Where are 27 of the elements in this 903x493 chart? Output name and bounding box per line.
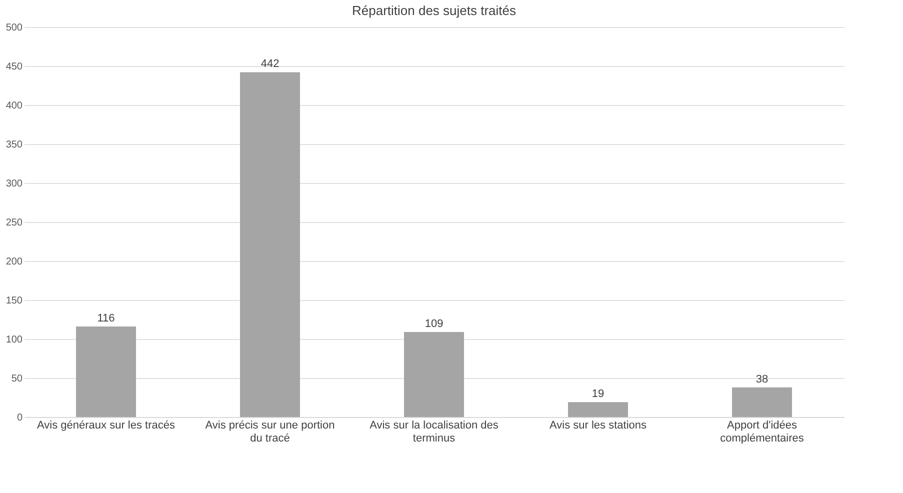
y-tick-label: 100 — [6, 334, 23, 346]
y-tick-label: 300 — [6, 178, 23, 190]
x-tick-label: Avis sur les stations — [549, 420, 647, 432]
bar — [732, 387, 792, 417]
bar — [568, 402, 628, 417]
y-tick-label: 500 — [6, 22, 23, 34]
bar — [240, 72, 300, 417]
y-tick-label: 150 — [6, 296, 23, 306]
data-label: 442 — [260, 58, 280, 70]
y-tick-label: 350 — [6, 140, 23, 150]
x-tick-label: Avis sur la localisation des terminus — [370, 420, 499, 444]
data-label: 109 — [424, 318, 444, 330]
data-label: 116 — [97, 312, 115, 325]
data-label: 19 — [592, 388, 604, 400]
bar — [76, 326, 136, 417]
x-tick-label: Apport d'idées complémentaires — [720, 420, 804, 444]
y-tick-label: 400 — [6, 100, 23, 112]
y-tick-label: 50 — [11, 374, 23, 384]
x-tick-label: Avis précis sur une portion du tracé — [205, 420, 335, 444]
bar — [404, 332, 464, 417]
y-tick-label: 250 — [6, 218, 23, 228]
y-tick-label: 200 — [6, 256, 23, 268]
chart-title: Répartition des sujets traités — [352, 3, 517, 18]
data-label: 38 — [756, 373, 768, 386]
x-tick-label: Avis généraux sur les tracés — [37, 420, 176, 432]
y-tick-label: 450 — [6, 62, 23, 72]
y-tick-label: 0 — [16, 412, 23, 424]
